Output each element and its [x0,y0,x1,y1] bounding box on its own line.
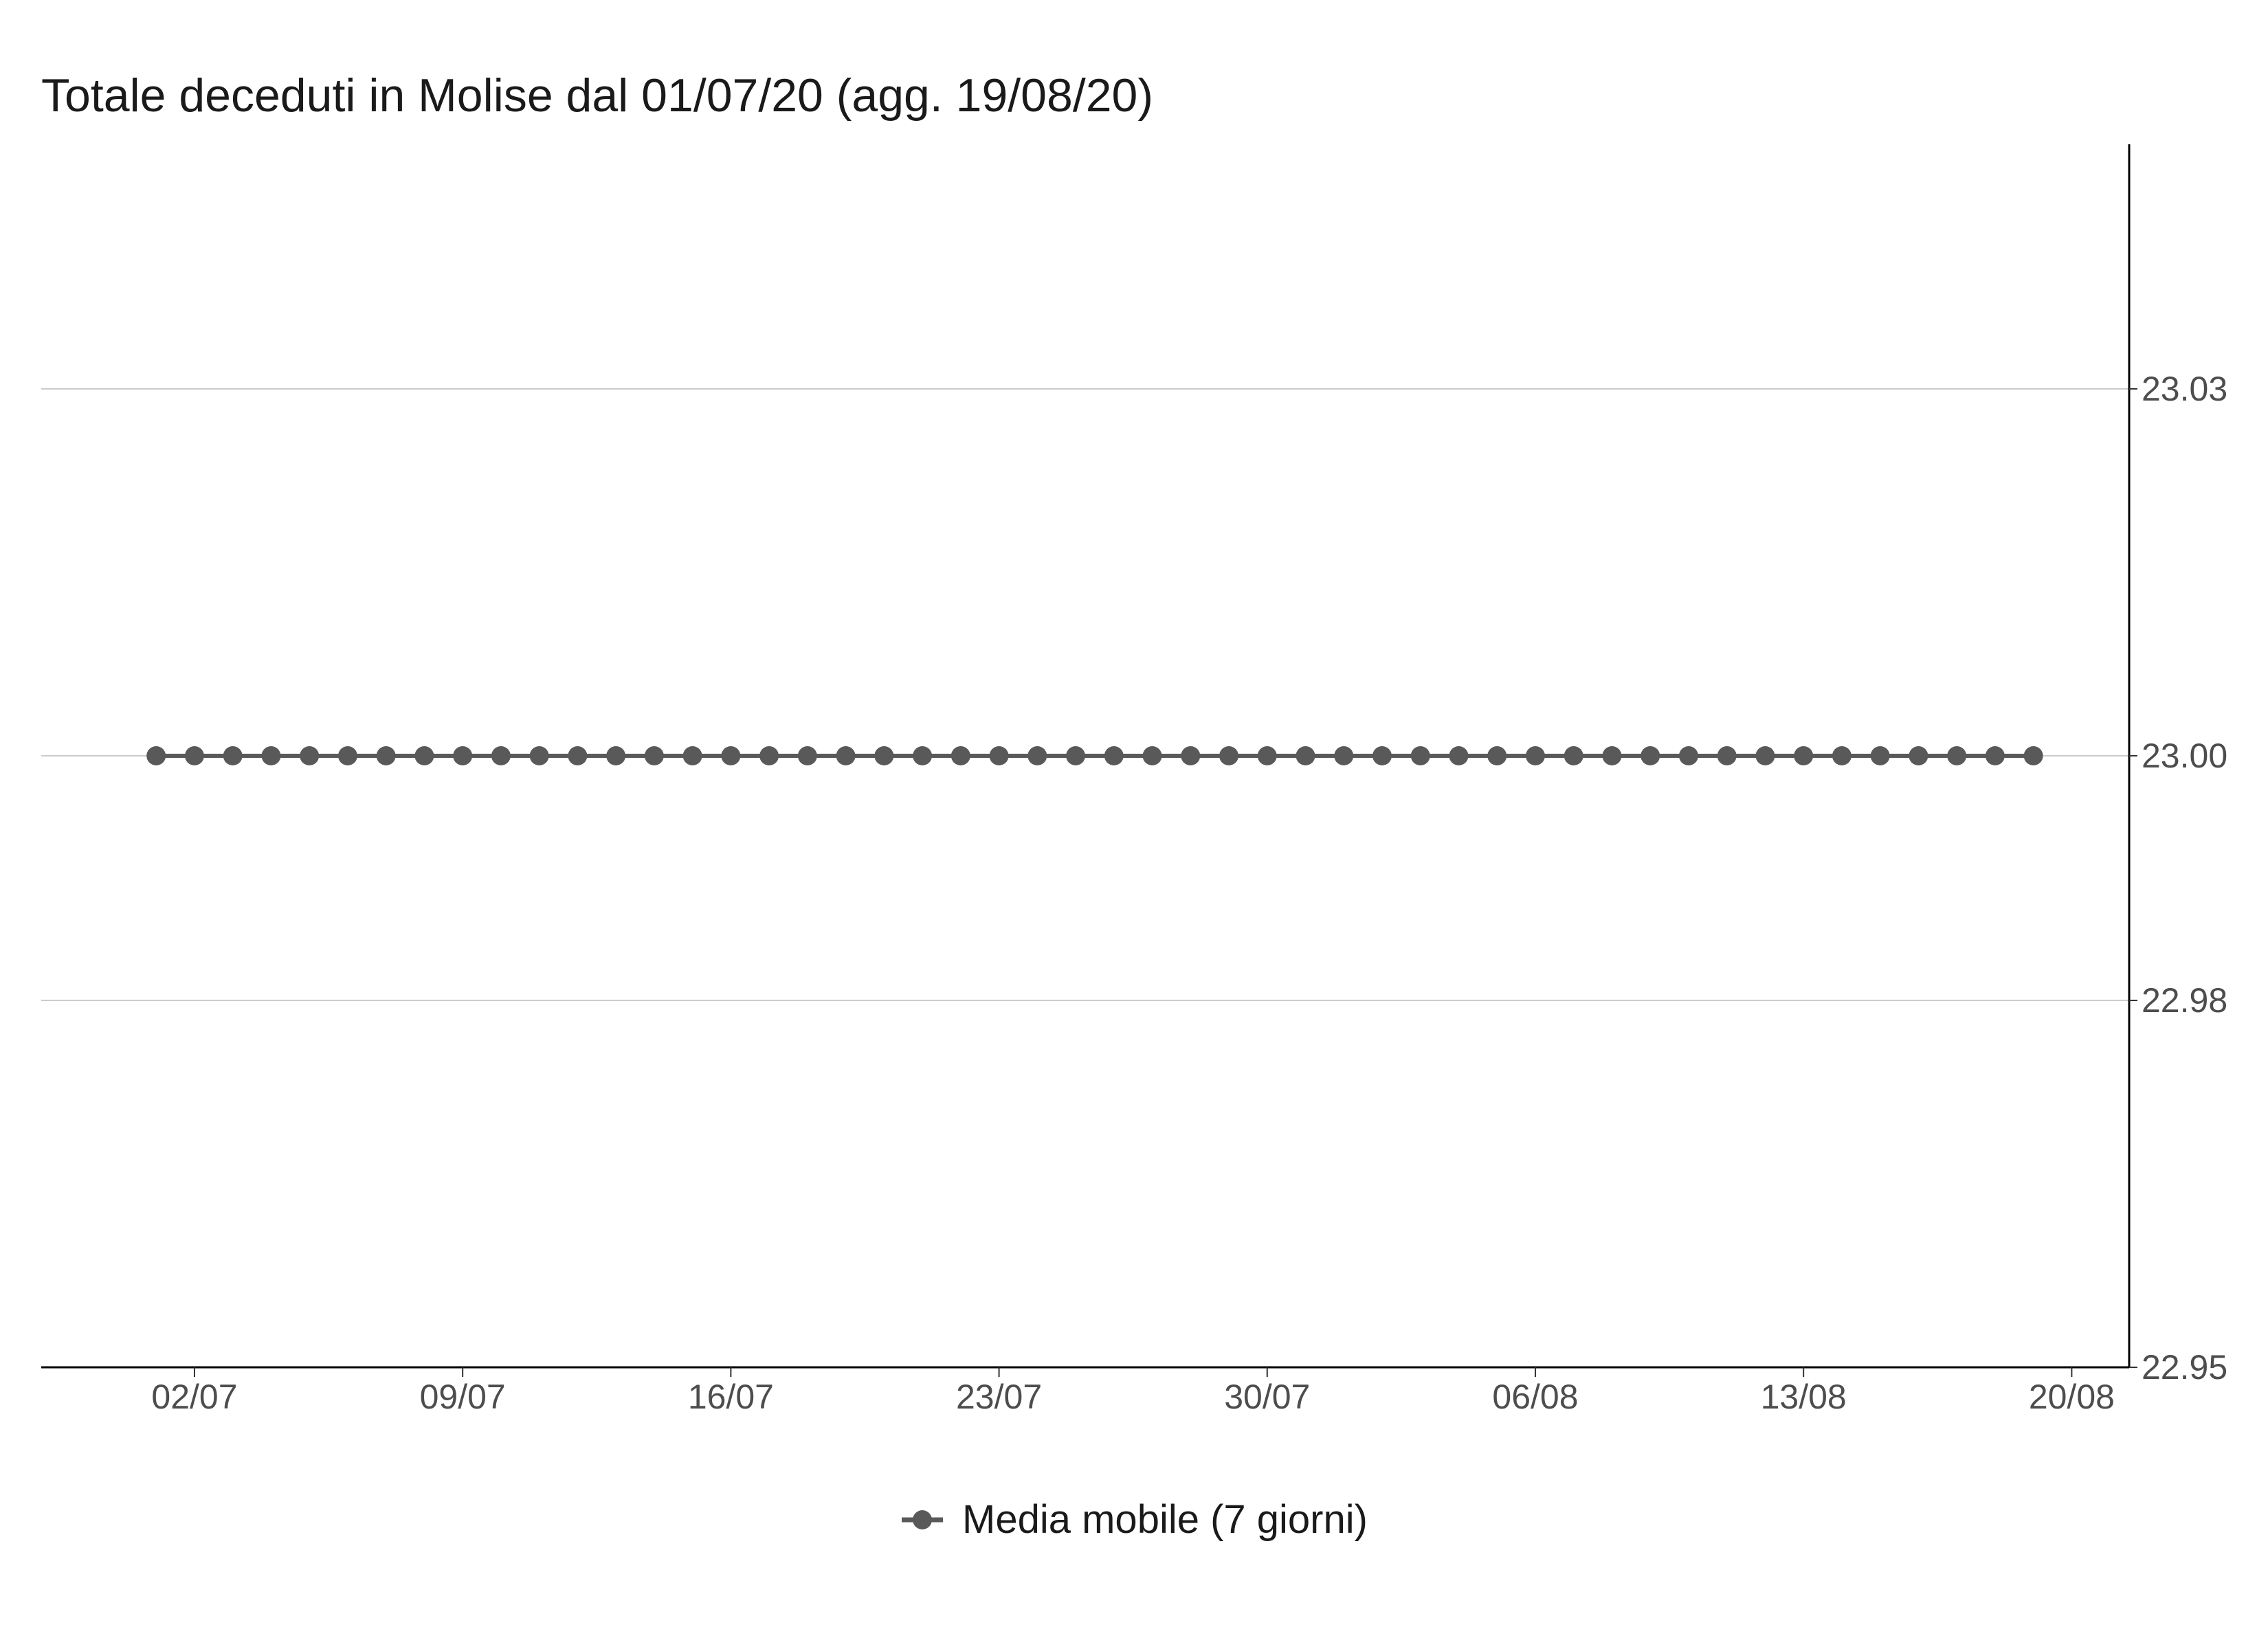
data-point [1678,746,1698,765]
data-point [1947,746,1967,765]
y-tick-label: 22.98 [2142,981,2227,1020]
data-point [1334,746,1354,765]
x-tick-label: 30/07 [1224,1378,1310,1416]
data-point [146,746,166,765]
data-point [874,746,894,765]
y-tick-label: 23.03 [2142,370,2227,408]
data-point [1832,746,1852,765]
legend: Media mobile (7 giorni) [0,1496,2268,1543]
data-point [1487,746,1507,765]
data-point [453,746,473,765]
y-tick-label: 22.95 [2142,1348,2227,1387]
data-point [1104,746,1124,765]
data-point [836,746,856,765]
data-point [529,746,549,765]
data-point [223,746,243,765]
data-point [950,746,970,765]
x-axis-ticks: 02/07 09/07 16/07 23/07 30/07 06/08 13/08 20/08 [151,1367,2115,1416]
y-tick-label: 23.00 [2142,737,2227,775]
x-tick-label: 13/08 [1761,1378,1847,1416]
data-point [1602,746,1622,765]
data-point [1257,746,1277,765]
data-point [261,746,281,765]
data-point [1564,746,1583,765]
x-tick-label: 20/08 [2029,1378,2115,1416]
y-axis-ticks: 22.95 22.98 23.00 23.03 [2129,370,2227,1387]
data-point [1372,746,1392,765]
data-point [184,746,204,765]
data-point [300,746,320,765]
data-point [721,746,741,765]
x-tick-label: 02/07 [151,1378,237,1416]
data-point [2023,746,2043,765]
data-point [1066,746,1086,765]
data-point [989,746,1009,765]
data-point [1296,746,1315,765]
x-tick-label: 09/07 [420,1378,506,1416]
x-tick-label: 16/07 [688,1378,774,1416]
grid-lines [41,388,2129,1001]
data-point [1142,746,1162,765]
data-point [568,746,588,765]
data-point [1641,746,1660,765]
data-point [1525,746,1545,765]
series-points-group [146,746,2043,765]
data-point [414,746,434,765]
data-point [1794,746,1814,765]
data-point [1219,746,1239,765]
data-point [913,746,933,765]
chart-title: Totale deceduti in Molise dal 01/07/20 (… [41,69,1153,122]
data-point [337,746,357,765]
data-point [1449,746,1469,765]
data-point [1717,746,1737,765]
data-point [491,746,511,765]
legend-key-icon [902,1510,944,1529]
data-point [376,746,396,765]
data-point [759,746,779,765]
x-tick-label: 23/07 [956,1378,1042,1416]
data-point [1755,746,1775,765]
data-point [1985,746,2005,765]
data-point [1181,746,1201,765]
data-point [1410,746,1430,765]
legend-label: Media mobile (7 giorni) [962,1497,1368,1542]
data-point [797,746,817,765]
x-tick-label: 06/08 [1492,1378,1578,1416]
data-point [1027,746,1047,765]
data-point [644,746,664,765]
data-point [1870,746,1890,765]
data-point [682,746,702,765]
data-point [1909,746,1928,765]
data-point [606,746,626,765]
